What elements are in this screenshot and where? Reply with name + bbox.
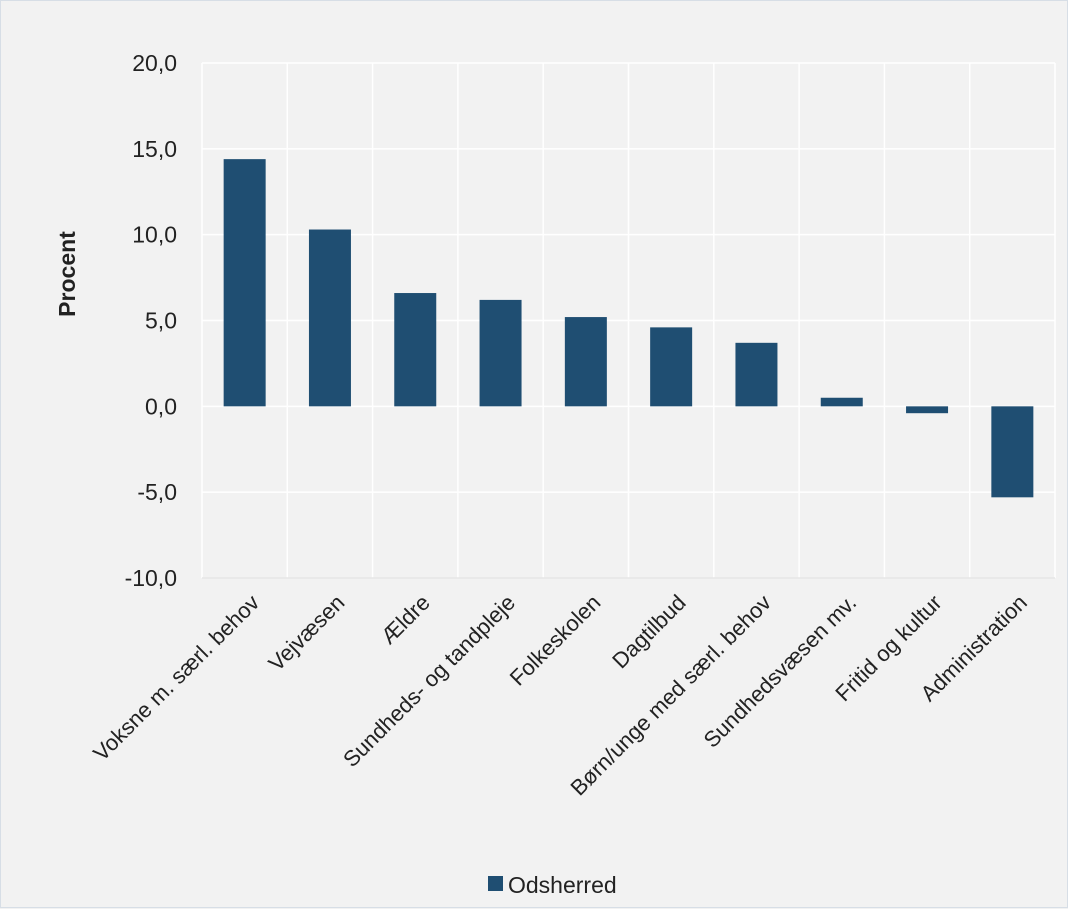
bar [820,397,863,407]
y-tick-label: 10,0 [132,222,177,248]
bar [564,317,607,407]
gridlines [201,62,1056,579]
bar [906,406,949,414]
x-tick-label: Folkeskolen [505,590,606,691]
y-tick-label: 20,0 [132,50,177,76]
x-tick-label: Dagtilbud [607,590,690,673]
legend: Odsherred [488,872,617,898]
bar [308,229,351,407]
x-tick-label: Sundhedsvæsen mv. [699,590,862,753]
bar [394,293,437,407]
y-tick-label: 15,0 [132,136,177,162]
bar [479,299,522,407]
x-tick-label: Sundheds- og tandpleje [338,590,520,772]
x-tick-label: Voksne m. særl. behov [88,590,264,766]
bar [223,159,266,407]
bar [735,342,778,407]
legend-swatch-odsherred [488,876,503,891]
x-tick-label: Ældre [376,590,435,649]
x-axis-labels: Voksne m. særl. behov Vejvæsen ÆldreSundhe… [88,590,1032,801]
y-tick-label: -10,0 [125,565,177,591]
bar [650,327,693,407]
y-tick-label: 5,0 [145,308,177,334]
x-tick-label: Vejvæsen [263,590,349,676]
y-tick-label: -5,0 [137,479,177,505]
y-axis-ticks: 20,0 15,0 10,0 5,0 0,0 -5,0 -10,0 [125,50,177,591]
bars [223,159,1034,498]
bar [991,406,1034,498]
legend-label-odsherred: Odsherred [508,872,617,898]
y-axis-title: Procent [54,231,80,317]
y-tick-label: 0,0 [145,393,177,419]
